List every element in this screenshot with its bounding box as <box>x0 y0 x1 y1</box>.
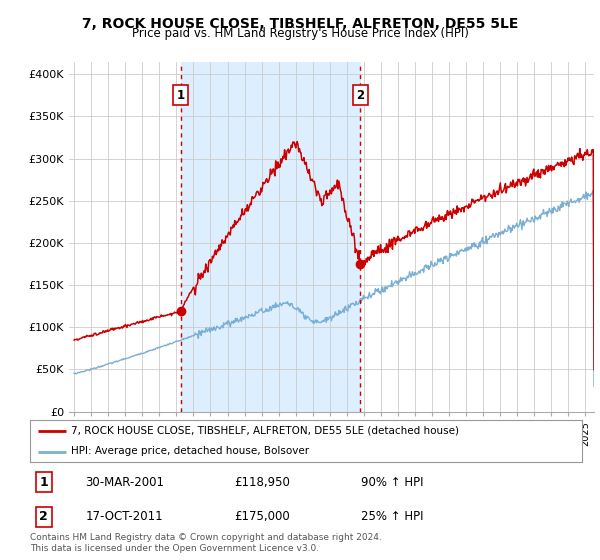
Text: £175,000: £175,000 <box>234 510 290 523</box>
Text: 90% ↑ HPI: 90% ↑ HPI <box>361 475 424 489</box>
Text: 17-OCT-2011: 17-OCT-2011 <box>85 510 163 523</box>
Text: 25% ↑ HPI: 25% ↑ HPI <box>361 510 424 523</box>
Text: Contains HM Land Registry data © Crown copyright and database right 2024.
This d: Contains HM Land Registry data © Crown c… <box>30 533 382 553</box>
Text: Price paid vs. HM Land Registry's House Price Index (HPI): Price paid vs. HM Land Registry's House … <box>131 27 469 40</box>
Text: £118,950: £118,950 <box>234 475 290 489</box>
Text: 7, ROCK HOUSE CLOSE, TIBSHELF, ALFRETON, DE55 5LE (detached house): 7, ROCK HOUSE CLOSE, TIBSHELF, ALFRETON,… <box>71 426 460 436</box>
Bar <box>181 62 361 412</box>
Text: 1: 1 <box>176 89 185 102</box>
Text: 2: 2 <box>40 510 48 523</box>
Text: 7, ROCK HOUSE CLOSE, TIBSHELF, ALFRETON, DE55 5LE: 7, ROCK HOUSE CLOSE, TIBSHELF, ALFRETON,… <box>82 17 518 31</box>
Text: 1: 1 <box>40 475 48 489</box>
Text: 2: 2 <box>356 89 365 102</box>
Text: 30-MAR-2001: 30-MAR-2001 <box>85 475 164 489</box>
Text: HPI: Average price, detached house, Bolsover: HPI: Average price, detached house, Bols… <box>71 446 310 456</box>
